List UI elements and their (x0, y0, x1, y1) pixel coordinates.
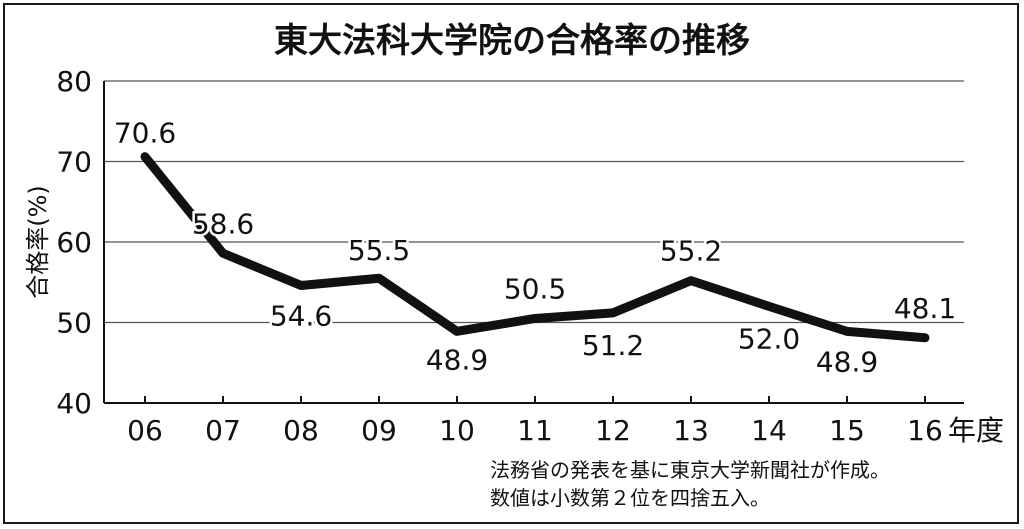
y-tick-label: 50 (56, 307, 92, 340)
source-note: 法務省の発表を基に東京大学新聞社が作成。 (490, 458, 890, 482)
x-tick-label: 15 (829, 414, 865, 447)
x-tick-label: 08 (283, 414, 319, 447)
x-tick-label: 10 (439, 414, 475, 447)
x-tick-label: 07 (205, 414, 241, 447)
series-line-layer (140, 152, 930, 343)
x-axis-unit: 年度 (948, 414, 1004, 447)
data-label: 55.2 (660, 235, 722, 268)
y-tick-label: 80 (56, 65, 92, 98)
data-labels: 70.6 58.6 54.6 55.5 48.9 50.5 51.2 55.2 52.0 48.9… (111, 114, 958, 381)
rounding-note: 数値は小数第２位を四捨五入。 (490, 486, 770, 510)
axes: 80 70 60 50 40 06 07 08 09 10 11 12 13 14 15 16 (56, 65, 964, 447)
chart-title: 東大法科大学院の合格率の推移 (274, 21, 750, 61)
data-label: 58.6 (192, 207, 254, 240)
y-tick-label: 40 (56, 387, 92, 420)
data-label: 54.6 (270, 299, 332, 332)
data-label: 48.1 (894, 292, 956, 325)
chart-frame (3, 3, 1019, 524)
data-label: 50.5 (504, 272, 566, 305)
data-label: 51.2 (582, 329, 644, 362)
x-tick-label: 06 (127, 414, 163, 447)
x-tick-label: 16 (907, 414, 943, 447)
y-tick-label: 70 (56, 146, 92, 179)
data-label: 48.9 (426, 343, 488, 376)
y-tick-label: 60 (56, 226, 92, 259)
x-tick-label: 14 (751, 414, 787, 447)
x-tick-label: 09 (361, 414, 397, 447)
data-label: 70.6 (114, 117, 176, 150)
data-label: 48.9 (816, 345, 878, 378)
x-tick-label: 12 (595, 414, 631, 447)
x-tick-label: 11 (517, 414, 553, 447)
x-tick-label: 13 (673, 414, 709, 447)
y-axis-title: 合格率(%) (24, 185, 52, 299)
data-label: 55.5 (348, 234, 410, 267)
data-label: 52.0 (738, 322, 800, 355)
series-line (140, 152, 930, 343)
